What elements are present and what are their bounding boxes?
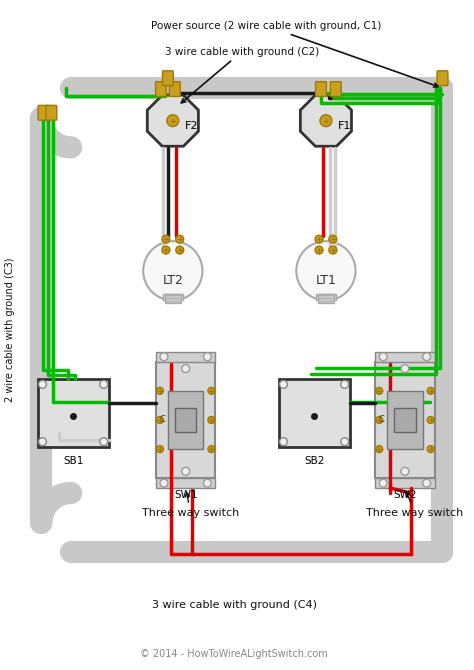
Polygon shape <box>147 95 199 146</box>
FancyBboxPatch shape <box>46 105 57 120</box>
Text: SB2: SB2 <box>304 456 324 466</box>
Text: SW2: SW2 <box>393 490 417 500</box>
Circle shape <box>208 387 215 394</box>
FancyBboxPatch shape <box>38 105 49 120</box>
Circle shape <box>100 381 108 389</box>
FancyBboxPatch shape <box>437 71 448 86</box>
Circle shape <box>208 417 215 423</box>
Bar <box>375 352 435 362</box>
Circle shape <box>203 353 211 360</box>
Text: 3 wire cable with ground (C2): 3 wire cable with ground (C2) <box>165 46 319 103</box>
Bar <box>375 478 435 488</box>
Text: C: C <box>378 415 384 424</box>
Text: Power source (2 wire cable with ground, C1): Power source (2 wire cable with ground, … <box>152 21 438 87</box>
Circle shape <box>38 438 46 446</box>
Circle shape <box>208 446 215 452</box>
Bar <box>168 391 203 449</box>
Bar <box>156 352 215 362</box>
Text: SW1: SW1 <box>174 490 198 500</box>
Circle shape <box>376 446 383 452</box>
Circle shape <box>156 446 164 452</box>
Bar <box>165 293 181 304</box>
Text: LT2: LT2 <box>163 274 183 287</box>
Circle shape <box>315 246 323 254</box>
Circle shape <box>167 115 179 127</box>
Circle shape <box>401 468 409 475</box>
Circle shape <box>379 353 387 360</box>
FancyBboxPatch shape <box>330 82 341 96</box>
Circle shape <box>280 381 287 389</box>
Text: Three way switch: Three way switch <box>142 492 239 518</box>
Circle shape <box>156 387 164 394</box>
Circle shape <box>280 438 287 446</box>
Circle shape <box>296 241 356 300</box>
Circle shape <box>160 353 168 360</box>
FancyBboxPatch shape <box>155 82 166 96</box>
Circle shape <box>203 479 211 487</box>
Text: 2 wire cable with ground (C3): 2 wire cable with ground (C3) <box>5 258 15 402</box>
Circle shape <box>427 446 434 452</box>
Bar <box>175 408 196 431</box>
Circle shape <box>401 364 409 373</box>
Text: LT1: LT1 <box>316 274 337 287</box>
Circle shape <box>38 381 46 389</box>
Text: Three way switch: Three way switch <box>366 492 464 518</box>
FancyBboxPatch shape <box>163 71 173 86</box>
Circle shape <box>162 235 170 243</box>
Circle shape <box>182 468 190 475</box>
Text: F2: F2 <box>185 121 198 131</box>
Circle shape <box>341 381 349 389</box>
Text: © 2014 - HowToWireALightSwitch.com: © 2014 - HowToWireALightSwitch.com <box>140 649 328 659</box>
Circle shape <box>320 115 332 127</box>
Circle shape <box>427 387 434 394</box>
Circle shape <box>182 364 190 373</box>
FancyBboxPatch shape <box>316 82 327 96</box>
Circle shape <box>162 246 170 254</box>
FancyBboxPatch shape <box>169 82 180 96</box>
Text: 3 wire cable with ground (C4): 3 wire cable with ground (C4) <box>152 600 317 610</box>
Circle shape <box>143 241 202 300</box>
Text: C: C <box>159 415 165 424</box>
Polygon shape <box>301 95 351 146</box>
Circle shape <box>376 387 383 394</box>
Bar <box>394 408 416 431</box>
Bar <box>375 362 435 478</box>
Bar <box>387 391 423 449</box>
Circle shape <box>423 479 430 487</box>
Bar <box>163 293 182 300</box>
Circle shape <box>423 353 430 360</box>
Circle shape <box>427 417 434 423</box>
Circle shape <box>341 438 349 446</box>
Circle shape <box>160 479 168 487</box>
Circle shape <box>100 438 108 446</box>
Circle shape <box>156 417 164 423</box>
Circle shape <box>376 417 383 423</box>
Bar <box>37 379 109 447</box>
Text: SB1: SB1 <box>63 456 83 466</box>
Circle shape <box>315 235 323 243</box>
Bar <box>156 478 215 488</box>
Bar <box>279 379 350 447</box>
Circle shape <box>329 246 337 254</box>
Bar <box>316 293 336 300</box>
Text: F1: F1 <box>338 121 351 131</box>
Circle shape <box>176 235 184 243</box>
Circle shape <box>379 479 387 487</box>
Circle shape <box>329 235 337 243</box>
Bar <box>156 362 215 478</box>
Bar <box>318 293 334 304</box>
Circle shape <box>176 246 184 254</box>
